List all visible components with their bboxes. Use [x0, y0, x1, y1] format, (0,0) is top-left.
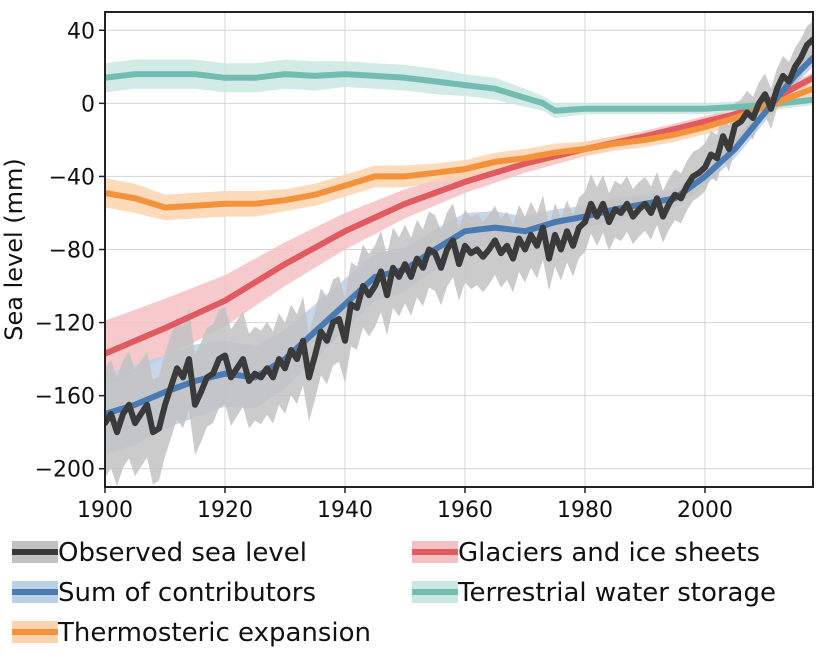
y-tick-label: 40: [67, 19, 95, 44]
x-tick-label: 1960: [437, 498, 493, 523]
legend-item-observed-sea-level: Observed sea level: [12, 538, 307, 568]
y-tick-label: 0: [81, 92, 95, 117]
x-tick-label: 1920: [197, 498, 253, 523]
legend: Observed sea level Glaciers and ice sheet…: [12, 538, 776, 648]
y-axis-label: Sea level (mm): [0, 158, 28, 341]
line-glaciers-and-ice-sheets: [105, 74, 813, 357]
y-tick-label: −160: [35, 385, 95, 410]
x-tick-label: 2000: [677, 498, 733, 523]
legend-item-terrestrial-water-storage: Terrestrial water storage: [412, 578, 776, 608]
legend-label: Glaciers and ice sheets: [458, 538, 760, 568]
y-tick-label: −80: [49, 239, 95, 264]
y-tick-label: −200: [35, 458, 95, 483]
legend-label: Sum of contributors: [58, 578, 316, 608]
legend-label: Terrestrial water storage: [457, 578, 776, 608]
legend-item-glaciers-and-ice-sheets: Glaciers and ice sheets: [412, 538, 760, 568]
x-axis-ticks: 1900 1920 1940 1960 1980 2000: [77, 487, 733, 523]
y-tick-label: −120: [35, 312, 95, 337]
legend-label: Observed sea level: [58, 538, 307, 568]
legend-item-sum-of-contributors: Sum of contributors: [12, 578, 316, 608]
legend-label: Thermosteric expansion: [57, 618, 371, 648]
line-terrestrial-water-storage: [105, 71, 813, 114]
y-axis-ticks: 40 0 −40 −80 −120 −160 −200: [35, 19, 105, 483]
x-tick-label: 1940: [317, 498, 373, 523]
line-sum-of-contributors: [105, 54, 813, 417]
legend-item-thermosteric-expansion: Thermosteric expansion: [12, 618, 371, 648]
x-tick-label: 1900: [77, 498, 133, 523]
line-observed-sea-level: [105, 36, 813, 436]
y-tick-label: −40: [49, 165, 95, 190]
series-lines: [105, 36, 813, 436]
x-tick-label: 1980: [557, 498, 613, 523]
line-thermosteric-expansion: [105, 85, 813, 211]
